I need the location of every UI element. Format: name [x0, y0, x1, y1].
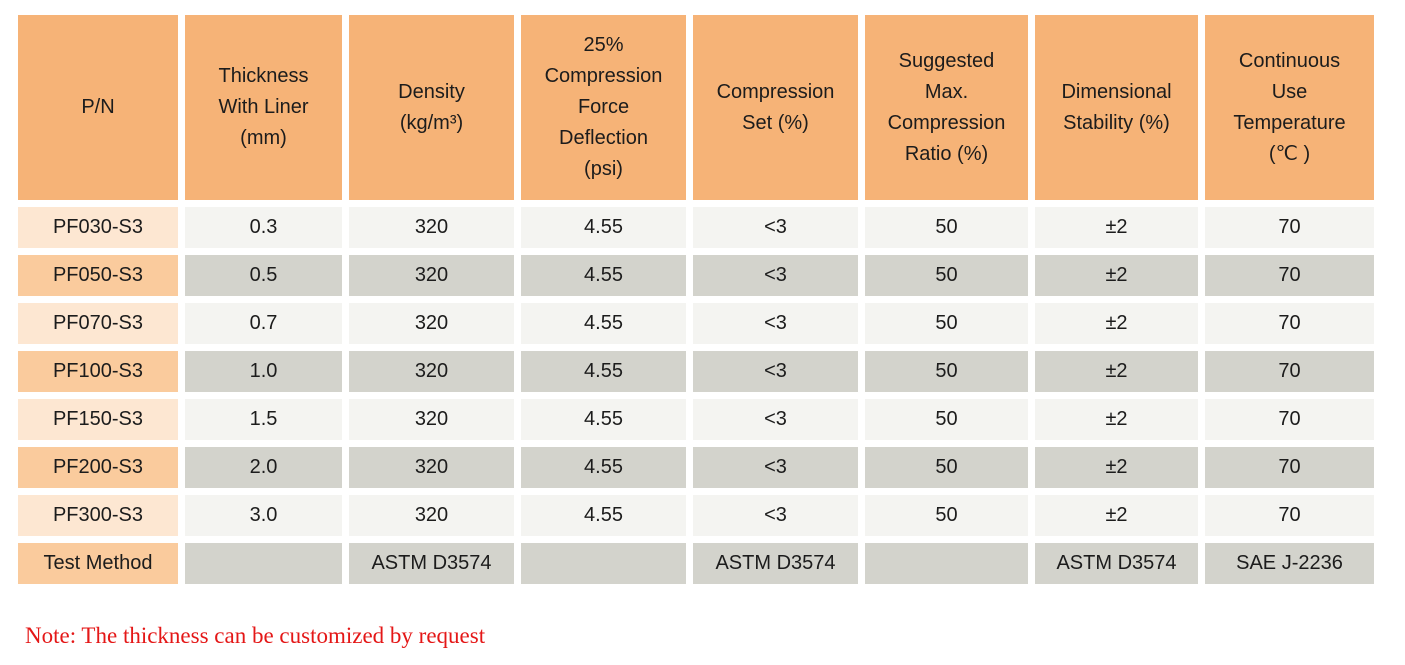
- value-cell-thickness: 0.7: [185, 303, 342, 344]
- table-row-pf050: PF050-S3 0.5 320 4.55 <3 50 ±2 70: [18, 255, 1374, 296]
- table-row-pf300: PF300-S3 3.0 320 4.55 <3 50 ±2 70: [18, 495, 1374, 536]
- value-cell-dimensional-stability: ±2: [1035, 495, 1198, 536]
- value-cell-density: 320: [349, 399, 514, 440]
- table-row-test-method: Test Method ASTM D3574 ASTM D3574 ASTM D…: [18, 543, 1374, 584]
- value-cell-thickness: 2.0: [185, 447, 342, 488]
- test-method-cell-density: ASTM D3574: [349, 543, 514, 584]
- value-cell-compression-set: <3: [693, 351, 858, 392]
- value-cell-cfd: 4.55: [521, 255, 686, 296]
- value-cell-temperature: 70: [1205, 495, 1374, 536]
- table-row-pf100: PF100-S3 1.0 320 4.55 <3 50 ±2 70: [18, 351, 1374, 392]
- value-cell-cfd: 4.55: [521, 447, 686, 488]
- pn-cell: PF300-S3: [18, 495, 178, 536]
- value-cell-temperature: 70: [1205, 207, 1374, 248]
- table-row-pf150: PF150-S3 1.5 320 4.55 <3 50 ±2 70: [18, 399, 1374, 440]
- value-cell-max-compression-ratio: 50: [865, 447, 1028, 488]
- value-cell-thickness: 0.5: [185, 255, 342, 296]
- value-cell-compression-set: <3: [693, 495, 858, 536]
- table-row-pf070: PF070-S3 0.7 320 4.55 <3 50 ±2 70: [18, 303, 1374, 344]
- column-header-continuous-use-temperature: Continuous Use Temperature (℃ ): [1205, 15, 1374, 200]
- value-cell-dimensional-stability: ±2: [1035, 207, 1198, 248]
- value-cell-max-compression-ratio: 50: [865, 255, 1028, 296]
- test-method-label-cell: Test Method: [18, 543, 178, 584]
- pn-cell: PF100-S3: [18, 351, 178, 392]
- value-cell-dimensional-stability: ±2: [1035, 351, 1198, 392]
- test-method-cell-temperature: SAE J-2236: [1205, 543, 1374, 584]
- column-header-pn: P/N: [18, 15, 178, 200]
- value-cell-density: 320: [349, 495, 514, 536]
- value-cell-dimensional-stability: ±2: [1035, 303, 1198, 344]
- value-cell-thickness: 3.0: [185, 495, 342, 536]
- value-cell-density: 320: [349, 207, 514, 248]
- value-cell-dimensional-stability: ±2: [1035, 399, 1198, 440]
- pn-cell: PF050-S3: [18, 255, 178, 296]
- value-cell-cfd: 4.55: [521, 303, 686, 344]
- customization-note: Note: The thickness can be customized by…: [25, 623, 486, 648]
- test-method-cell-thickness: [185, 543, 342, 584]
- value-cell-dimensional-stability: ±2: [1035, 255, 1198, 296]
- table-body: PF030-S3 0.3 320 4.55 <3 50 ±2 70 PF050-…: [18, 207, 1374, 584]
- table-row-pf200: PF200-S3 2.0 320 4.55 <3 50 ±2 70: [18, 447, 1374, 488]
- value-cell-temperature: 70: [1205, 351, 1374, 392]
- value-cell-density: 320: [349, 255, 514, 296]
- value-cell-compression-set: <3: [693, 303, 858, 344]
- column-header-compression-set: Compression Set (%): [693, 15, 858, 200]
- value-cell-temperature: 70: [1205, 399, 1374, 440]
- value-cell-temperature: 70: [1205, 255, 1374, 296]
- value-cell-compression-set: <3: [693, 255, 858, 296]
- value-cell-density: 320: [349, 303, 514, 344]
- table-row-pf030: PF030-S3 0.3 320 4.55 <3 50 ±2 70: [18, 207, 1374, 248]
- value-cell-temperature: 70: [1205, 303, 1374, 344]
- test-method-cell-max-compression-ratio: [865, 543, 1028, 584]
- value-cell-thickness: 1.0: [185, 351, 342, 392]
- value-cell-compression-set: <3: [693, 447, 858, 488]
- pn-cell: PF030-S3: [18, 207, 178, 248]
- column-header-density: Density (kg/m³): [349, 15, 514, 200]
- column-header-compression-force-deflection: 25% Compression Force Deflection (psi): [521, 15, 686, 200]
- value-cell-cfd: 4.55: [521, 351, 686, 392]
- value-cell-thickness: 1.5: [185, 399, 342, 440]
- header-row: P/N Thickness With Liner (mm) Density (k…: [18, 15, 1374, 200]
- value-cell-max-compression-ratio: 50: [865, 495, 1028, 536]
- value-cell-max-compression-ratio: 50: [865, 399, 1028, 440]
- value-cell-density: 320: [349, 351, 514, 392]
- pn-cell: PF200-S3: [18, 447, 178, 488]
- column-header-dimensional-stability: Dimensional Stability (%): [1035, 15, 1198, 200]
- column-header-thickness: Thickness With Liner (mm): [185, 15, 342, 200]
- value-cell-max-compression-ratio: 50: [865, 207, 1028, 248]
- value-cell-cfd: 4.55: [521, 495, 686, 536]
- pn-cell: PF070-S3: [18, 303, 178, 344]
- test-method-cell-compression-set: ASTM D3574: [693, 543, 858, 584]
- test-method-cell-dimensional-stability: ASTM D3574: [1035, 543, 1198, 584]
- value-cell-compression-set: <3: [693, 399, 858, 440]
- value-cell-density: 320: [349, 447, 514, 488]
- value-cell-thickness: 0.3: [185, 207, 342, 248]
- value-cell-temperature: 70: [1205, 447, 1374, 488]
- spec-table: P/N Thickness With Liner (mm) Density (k…: [11, 8, 1381, 591]
- value-cell-cfd: 4.55: [521, 207, 686, 248]
- pn-cell: PF150-S3: [18, 399, 178, 440]
- value-cell-max-compression-ratio: 50: [865, 303, 1028, 344]
- column-header-max-compression-ratio: Suggested Max. Compression Ratio (%): [865, 15, 1028, 200]
- test-method-cell-cfd: [521, 543, 686, 584]
- value-cell-cfd: 4.55: [521, 399, 686, 440]
- value-cell-compression-set: <3: [693, 207, 858, 248]
- table-header: P/N Thickness With Liner (mm) Density (k…: [18, 15, 1374, 200]
- value-cell-max-compression-ratio: 50: [865, 351, 1028, 392]
- value-cell-dimensional-stability: ±2: [1035, 447, 1198, 488]
